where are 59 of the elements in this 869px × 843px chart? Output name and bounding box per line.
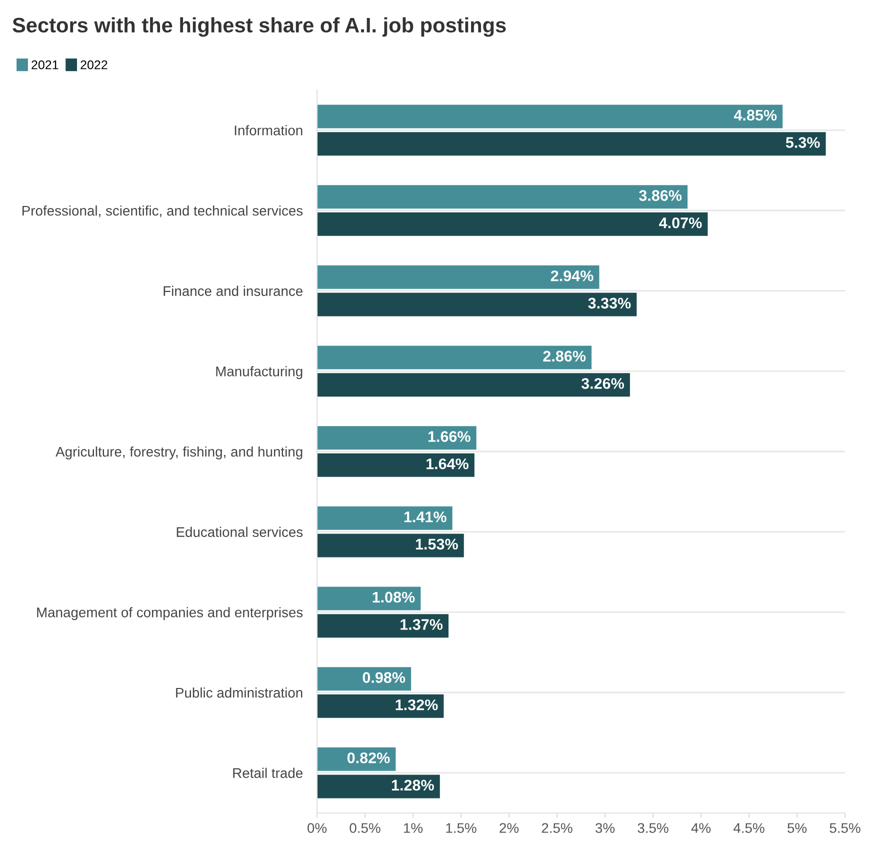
y-tick-label: Management of companies and enterprises [37, 607, 303, 620]
x-tick-label: 2.5% [542, 823, 572, 833]
bar [317, 586, 421, 610]
bar [317, 614, 449, 638]
data-label: 3.33% [588, 298, 631, 309]
bar [317, 346, 592, 370]
data-label: 1.08% [372, 592, 415, 603]
bar [317, 694, 444, 718]
x-tick-label: 0.5% [350, 823, 380, 833]
x-tick-label: 2% [500, 823, 519, 833]
data-label: 1.28% [392, 780, 434, 791]
data-label: 4.85% [734, 110, 777, 121]
y-tick-label: Information [234, 125, 302, 136]
bar [317, 212, 708, 236]
data-label: 2.86% [543, 350, 586, 362]
data-label: 1.66% [428, 431, 470, 442]
data-label: 3.26% [581, 378, 624, 389]
data-label: 1.53% [416, 538, 458, 550]
y-tick-label: Educational services [176, 526, 303, 538]
data-label: 1.64% [426, 458, 468, 470]
bar [317, 534, 464, 558]
bar [317, 506, 452, 530]
legend-label: 2021 [32, 60, 58, 70]
bar [317, 104, 783, 128]
data-label: 3.86% [639, 190, 682, 201]
chart-title: Sectors with the highest share of A.I. job postings [12, 17, 506, 37]
data-label: 4.07% [659, 217, 702, 228]
x-tick-label: 4.5% [733, 823, 764, 833]
data-label: 1.37% [400, 619, 443, 630]
data-label: 1.32% [396, 699, 438, 710]
bar [317, 132, 826, 156]
bar [317, 774, 440, 798]
x-tick-label: 4% [691, 823, 711, 833]
data-label: 0.82% [347, 752, 390, 764]
bar [317, 292, 637, 316]
data-label: 0.98% [362, 672, 406, 683]
y-tick-label: Finance and insurance [164, 286, 303, 296]
bar [317, 265, 600, 289]
bar [317, 185, 688, 209]
y-tick-label: Public administration [176, 687, 302, 698]
bar [317, 453, 474, 477]
x-tick-label: 5.5% [830, 823, 860, 833]
bar [317, 426, 476, 450]
x-tick-label: 5% [788, 823, 807, 833]
x-tick-label: 3.5% [638, 823, 668, 833]
x-tick-label: 3% [595, 823, 615, 833]
x-tick-label: 1.5% [446, 823, 476, 833]
x-tick-label: 0% [308, 823, 327, 833]
legend-label: 2022 [80, 60, 108, 70]
data-label: 1.41% [404, 511, 446, 522]
bar [317, 373, 630, 397]
y-tick-label: Professional, scientific, and technical services [22, 205, 303, 218]
y-tick-label: Manufacturing [216, 366, 302, 380]
data-label: 2.94% [550, 270, 594, 282]
data-label: 5.3% [786, 137, 820, 148]
bar [317, 667, 412, 691]
x-tick-label: 1% [404, 823, 423, 833]
y-tick-label: Retail trade [233, 768, 302, 778]
y-tick-label: Agriculture, forestry, fishing, and hunting [56, 446, 302, 460]
